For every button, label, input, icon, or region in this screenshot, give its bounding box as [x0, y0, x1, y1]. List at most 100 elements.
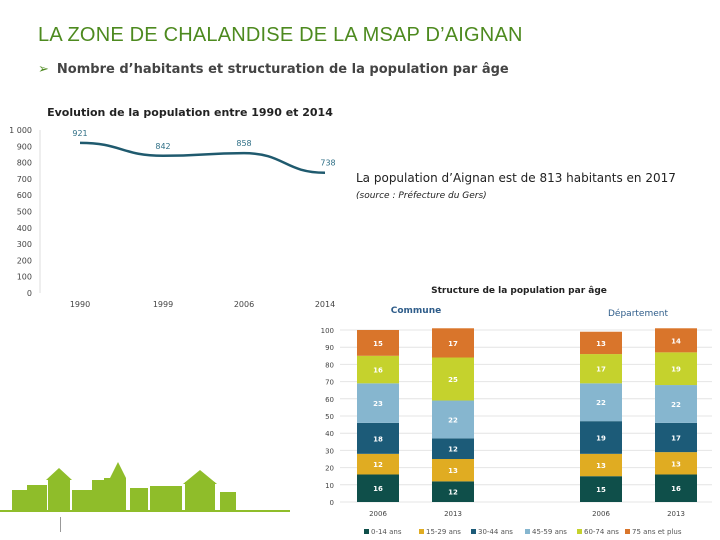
- y-tick-label: 0: [330, 499, 334, 507]
- arrow-bullet-icon: ➢: [38, 62, 49, 77]
- data-label: 22: [671, 401, 681, 409]
- bar-segment: [432, 459, 474, 482]
- legend-swatch: [471, 529, 476, 534]
- bar-segment: [357, 453, 399, 475]
- group-label: Département: [608, 308, 668, 319]
- bar-segment: [432, 328, 474, 358]
- bar-segment: [432, 438, 474, 459]
- bar-segment: [580, 331, 622, 355]
- y-tick-label: 300: [17, 240, 32, 249]
- legend-label: 30-44 ans: [478, 528, 513, 536]
- data-label: 22: [448, 416, 458, 424]
- bar-segment: [580, 453, 622, 477]
- data-label: 16: [671, 485, 681, 493]
- page-title: LA ZONE DE CHALANDISE DE LA MSAP D’AIGNA…: [38, 24, 523, 46]
- y-tick-label: 200: [17, 256, 32, 265]
- legend-swatch: [625, 529, 630, 534]
- bar-segment: [580, 354, 622, 384]
- bar-segment: [655, 452, 697, 475]
- y-tick-label: 70: [325, 379, 334, 387]
- y-tick-label: 20: [325, 465, 334, 473]
- data-label: 15: [596, 486, 606, 494]
- legend-label: 15-29 ans: [426, 528, 461, 536]
- data-label: 15: [373, 340, 383, 348]
- data-label: 13: [596, 340, 606, 348]
- y-tick-label: 10: [325, 482, 334, 490]
- y-tick-label: 100: [17, 273, 32, 282]
- x-tick-label: 1999: [153, 300, 173, 309]
- legend-label: 75 ans et plus: [632, 528, 682, 536]
- data-label: 738: [320, 159, 335, 168]
- y-tick-label: 900: [17, 142, 32, 151]
- y-tick-label: 50: [325, 413, 334, 421]
- x-tick-label: 2006: [234, 300, 254, 309]
- data-label: 17: [596, 366, 606, 374]
- subtitle: ➢ Nombre d’habitants et structuration de …: [38, 62, 509, 77]
- bar-segment: [432, 400, 474, 439]
- data-label: 12: [448, 446, 458, 454]
- legend-label: 45-59 ans: [532, 528, 567, 536]
- legend-swatch: [525, 529, 530, 534]
- data-label: 13: [671, 460, 681, 468]
- y-tick-label: 90: [325, 344, 334, 352]
- legend-swatch: [577, 529, 582, 534]
- legend-swatch: [419, 529, 424, 534]
- data-label: 18: [373, 435, 383, 443]
- x-tick-label: 1990: [70, 300, 90, 309]
- legend-swatch: [364, 529, 369, 534]
- y-tick-label: 100: [321, 327, 334, 335]
- chart-title: Structure de la population par âge: [431, 286, 607, 296]
- group-label: Commune: [391, 306, 441, 316]
- bar-segment: [580, 383, 622, 422]
- data-label: 23: [373, 400, 383, 408]
- y-tick-label: 400: [17, 224, 32, 233]
- bar-segment: [655, 474, 697, 502]
- data-label: 19: [671, 366, 681, 374]
- data-label: 19: [596, 435, 606, 443]
- bar-segment: [580, 476, 622, 502]
- population-info: La population d’Aignan est de 813 habita…: [356, 171, 676, 185]
- bar-segment: [432, 481, 474, 502]
- population-source: (source : Préfecture du Gers): [356, 191, 487, 201]
- y-tick-label: 800: [17, 159, 32, 168]
- bar-segment: [432, 357, 474, 401]
- bar-segment: [655, 352, 697, 386]
- x-tick-label: 2013: [667, 510, 685, 518]
- x-tick-label: 2014: [315, 300, 335, 309]
- data-label: 16: [373, 367, 383, 375]
- bar-segment: [655, 328, 697, 353]
- data-label: 16: [373, 485, 383, 493]
- y-tick-label: 600: [17, 191, 32, 200]
- y-tick-label: 30: [325, 447, 334, 455]
- y-tick-label: 1 000: [9, 126, 32, 135]
- bar-segment: [655, 422, 697, 453]
- bar-segment: [580, 421, 622, 454]
- bar-segment: [655, 385, 697, 423]
- y-tick-label: 80: [325, 361, 334, 369]
- data-label: 17: [448, 340, 458, 348]
- y-tick-label: 60: [325, 396, 334, 404]
- y-tick-label: 40: [325, 430, 334, 438]
- x-tick-label: 2006: [369, 510, 387, 518]
- y-tick-label: 0: [27, 289, 32, 298]
- population-line: [79, 141, 326, 174]
- data-label: 12: [448, 489, 458, 497]
- bar-segment: [357, 474, 399, 502]
- data-label: 14: [671, 337, 681, 345]
- y-tick-label: 700: [17, 175, 32, 184]
- data-label: 17: [671, 435, 681, 443]
- x-tick-label: 2006: [592, 510, 610, 518]
- subtitle-text: Nombre d’habitants et structuration de l…: [56, 62, 509, 77]
- y-tick-label: 500: [17, 208, 32, 217]
- bar-segment: [357, 355, 399, 384]
- data-label: 22: [596, 399, 606, 407]
- legend-label: 60-74 ans: [584, 528, 619, 536]
- legend-label: 0-14 ans: [371, 528, 402, 536]
- data-label: 13: [596, 462, 606, 470]
- data-label: 921: [72, 129, 87, 138]
- data-label: 25: [448, 376, 458, 384]
- data-label: 842: [155, 142, 170, 151]
- chart-title: Evolution de la population entre 1990 et…: [47, 106, 333, 119]
- data-label: 858: [236, 139, 251, 148]
